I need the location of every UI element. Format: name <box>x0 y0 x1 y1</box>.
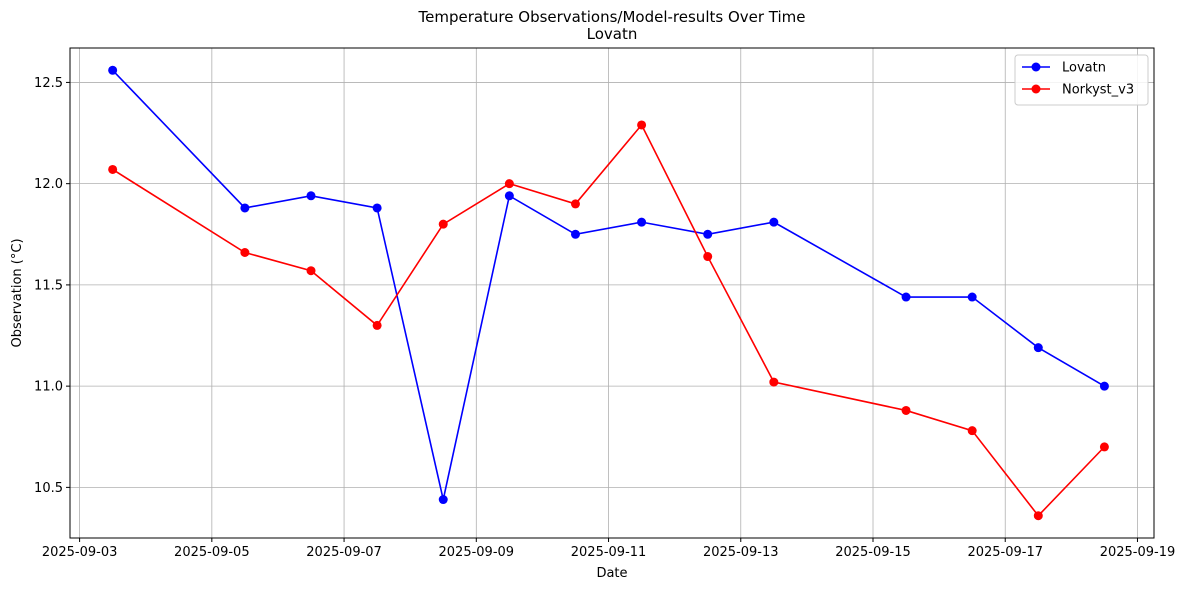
data-point-lovatn <box>967 292 977 302</box>
series-line-lovatn <box>112 69 1105 500</box>
series-norkyst-v3 <box>108 120 1109 521</box>
data-point-lovatn <box>306 191 316 201</box>
data-point-lovatn <box>438 495 448 505</box>
x-tick-label: 2025-09-13 <box>703 545 779 560</box>
data-point-norkyst-v3 <box>570 199 580 209</box>
data-point-lovatn <box>570 229 580 239</box>
data-point-norkyst-v3 <box>504 179 514 189</box>
y-axis-label: Observation (°C) <box>10 238 25 347</box>
legend-marker-norkyst-v3 <box>1031 84 1041 94</box>
data-point-lovatn <box>108 65 118 75</box>
data-point-norkyst-v3 <box>306 266 316 276</box>
x-tick-label: 2025-09-03 <box>42 545 118 560</box>
data-point-norkyst-v3 <box>1099 442 1109 452</box>
y-tick-label: 11.5 <box>34 278 63 293</box>
data-point-lovatn <box>1099 381 1109 391</box>
y-tick-label: 10.5 <box>34 481 63 496</box>
x-axis-label: Date <box>596 566 627 581</box>
grid-lines <box>70 48 1154 538</box>
data-point-lovatn <box>1033 343 1043 353</box>
chart-title: Temperature Observations/Model-results O… <box>417 8 805 26</box>
x-tick-label: 2025-09-15 <box>835 545 911 560</box>
x-axis: 2025-09-03 2025-09-05 2025-09-07 2025-09-09… <box>42 538 1175 560</box>
legend: Lovatn Norkyst_v3 <box>1014 54 1149 106</box>
data-point-norkyst-v3 <box>372 320 382 330</box>
y-tick-label: 11.0 <box>34 380 63 395</box>
series-lovatn <box>108 65 1109 505</box>
legend-marker-lovatn <box>1031 62 1041 72</box>
data-point-lovatn <box>504 191 514 201</box>
data-point-norkyst-v3 <box>637 120 647 130</box>
plot-frame <box>69 47 1155 539</box>
data-point-norkyst-v3 <box>1033 511 1043 521</box>
y-tick-label: 12.0 <box>34 177 63 192</box>
x-tick-label: 2025-09-07 <box>306 545 382 560</box>
data-point-lovatn <box>240 203 250 213</box>
data-point-lovatn <box>372 203 382 213</box>
data-point-norkyst-v3 <box>108 164 118 174</box>
x-tick-label: 2025-09-19 <box>1100 545 1176 560</box>
data-point-norkyst-v3 <box>703 252 713 262</box>
data-point-norkyst-v3 <box>967 426 977 436</box>
chart-subtitle: Lovatn <box>587 25 638 43</box>
x-tick-label: 2025-09-05 <box>174 545 250 560</box>
data-point-norkyst-v3 <box>901 405 911 415</box>
series-layer <box>108 65 1109 521</box>
series-line-norkyst-v3 <box>112 123 1105 517</box>
data-point-lovatn <box>637 217 647 227</box>
data-point-lovatn <box>901 292 911 302</box>
data-point-norkyst-v3 <box>240 248 250 258</box>
legend-label-norkyst-v3: Norkyst_v3 <box>1062 83 1134 98</box>
data-point-lovatn <box>703 229 713 239</box>
x-tick-label: 2025-09-11 <box>571 545 647 560</box>
x-tick-label: 2025-09-09 <box>439 545 515 560</box>
legend-label-lovatn: Lovatn <box>1062 61 1106 76</box>
x-tick-label: 2025-09-17 <box>967 545 1043 560</box>
y-axis: 10.5 11.0 11.5 12.0 12.5 <box>34 76 70 496</box>
data-point-norkyst-v3 <box>769 377 779 387</box>
data-point-norkyst-v3 <box>438 219 448 229</box>
data-point-lovatn <box>769 217 779 227</box>
y-tick-label: 12.5 <box>34 76 63 91</box>
